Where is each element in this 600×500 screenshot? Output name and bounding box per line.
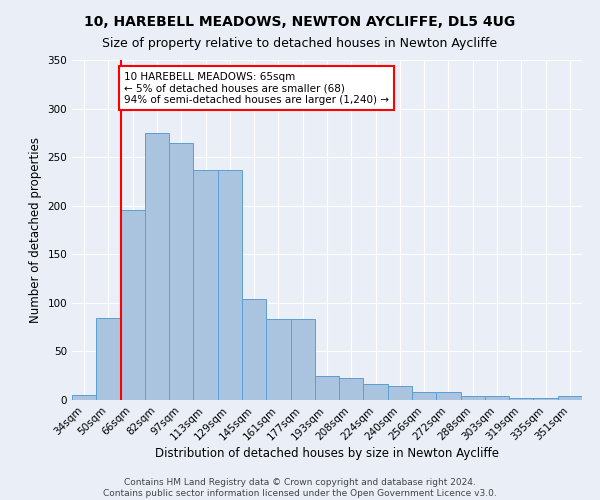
Bar bbox=[72, 395, 96, 400]
Bar bbox=[218, 170, 242, 400]
Bar bbox=[96, 318, 121, 400]
Bar bbox=[145, 133, 169, 400]
Bar bbox=[461, 396, 485, 400]
Bar bbox=[485, 396, 509, 400]
Text: 10, HAREBELL MEADOWS, NEWTON AYCLIFFE, DL5 4UG: 10, HAREBELL MEADOWS, NEWTON AYCLIFFE, D… bbox=[85, 15, 515, 29]
X-axis label: Distribution of detached houses by size in Newton Aycliffe: Distribution of detached houses by size … bbox=[155, 448, 499, 460]
Bar bbox=[315, 376, 339, 400]
Bar bbox=[121, 210, 145, 400]
Bar bbox=[339, 378, 364, 400]
Bar bbox=[412, 392, 436, 400]
Y-axis label: Number of detached properties: Number of detached properties bbox=[29, 137, 42, 323]
Bar bbox=[533, 398, 558, 400]
Bar bbox=[509, 398, 533, 400]
Text: 10 HAREBELL MEADOWS: 65sqm
← 5% of detached houses are smaller (68)
94% of semi-: 10 HAREBELL MEADOWS: 65sqm ← 5% of detac… bbox=[124, 72, 389, 105]
Bar bbox=[242, 299, 266, 400]
Bar bbox=[558, 396, 582, 400]
Bar bbox=[193, 170, 218, 400]
Bar bbox=[169, 142, 193, 400]
Bar bbox=[436, 392, 461, 400]
Bar bbox=[364, 384, 388, 400]
Bar bbox=[290, 320, 315, 400]
Bar bbox=[266, 320, 290, 400]
Bar bbox=[388, 386, 412, 400]
Text: Size of property relative to detached houses in Newton Aycliffe: Size of property relative to detached ho… bbox=[103, 38, 497, 51]
Text: Contains HM Land Registry data © Crown copyright and database right 2024.
Contai: Contains HM Land Registry data © Crown c… bbox=[103, 478, 497, 498]
